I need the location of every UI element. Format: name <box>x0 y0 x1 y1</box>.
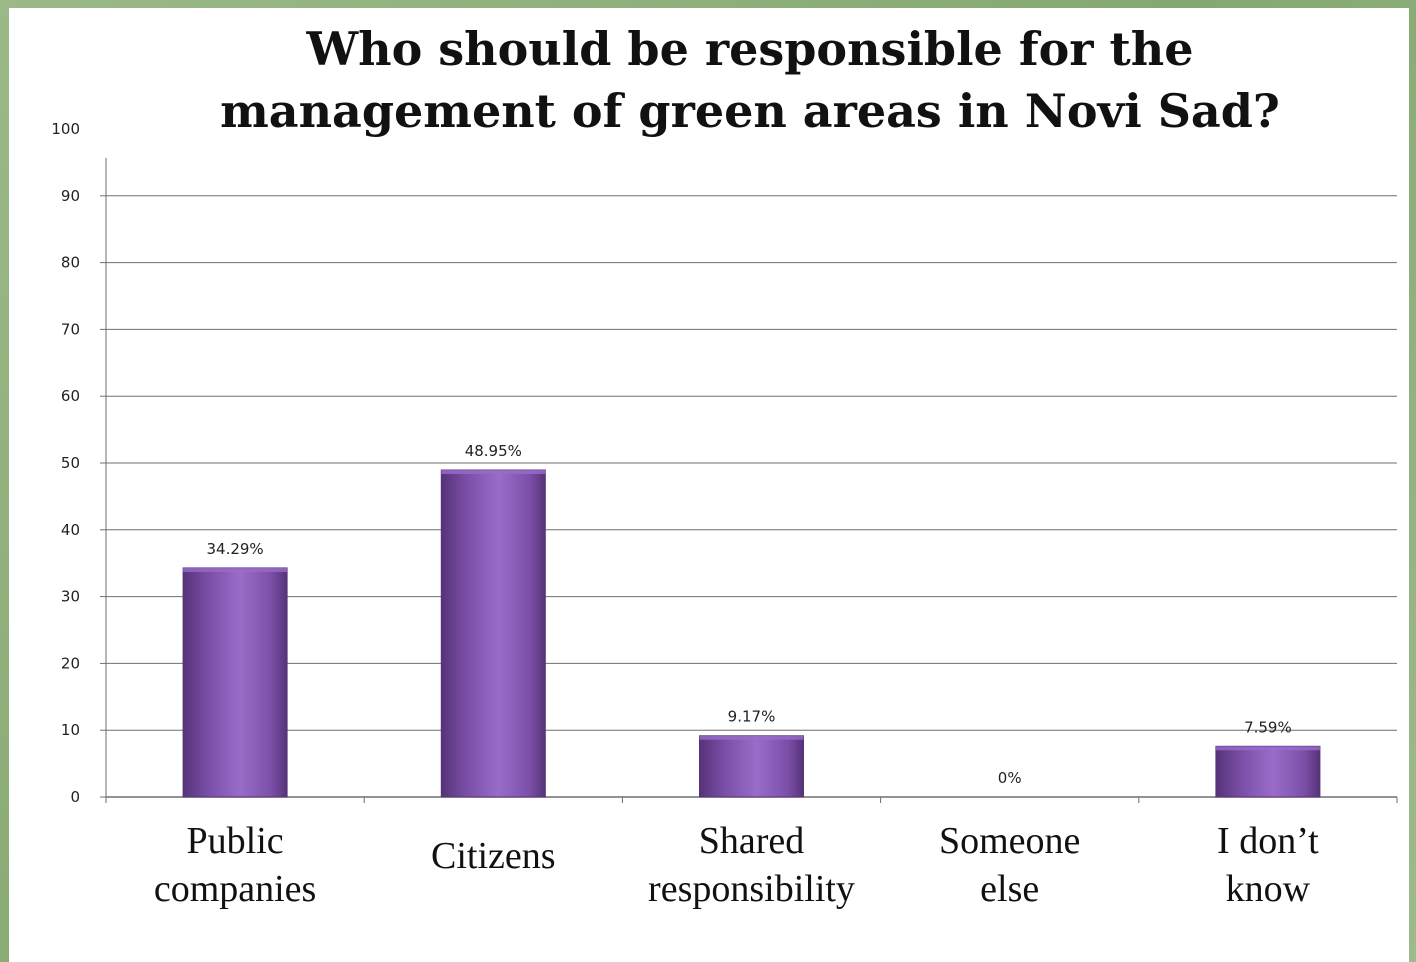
y-tick-label-0: 0 <box>70 788 80 806</box>
bar-cap-4 <box>1215 746 1320 751</box>
chart-title: Who should be responsible for the manage… <box>80 18 1416 142</box>
x-category-label-4-1: know <box>1226 868 1311 910</box>
chart-title-line-2: management of green areas in Novi Sad? <box>220 84 1280 138</box>
bar-cap-0 <box>183 567 288 572</box>
x-category-label-3-0: Someone <box>939 820 1080 862</box>
y-tick-label-10: 10 <box>61 721 80 739</box>
y-tick-label-100: 100 <box>51 120 80 138</box>
y-tick-label-60: 60 <box>61 387 80 405</box>
data-label-3: 0% <box>998 769 1022 787</box>
chart-title-line-1: Who should be responsible for the <box>306 22 1194 76</box>
x-category-label-1-0: Citizens <box>431 835 556 877</box>
y-tick-label-90: 90 <box>61 187 80 205</box>
bar-cap-1 <box>441 470 546 475</box>
y-tick-label-50: 50 <box>61 454 80 472</box>
y-tick-label-70: 70 <box>61 320 80 338</box>
bar-1 <box>440 469 546 798</box>
bar-4 <box>1215 745 1321 798</box>
bar-0 <box>182 567 288 798</box>
x-category-label-2-0: Shared <box>699 820 805 862</box>
data-label-0: 34.29% <box>206 540 263 558</box>
data-label-4: 7.59% <box>1244 718 1292 736</box>
x-category-label-3-1: else <box>980 868 1039 910</box>
bar-2 <box>699 735 804 798</box>
bar-cap-2 <box>699 735 804 740</box>
chart-panel <box>9 8 1409 962</box>
x-category-label-0-1: companies <box>154 868 317 910</box>
y-tick-label-40: 40 <box>61 521 80 539</box>
y-tick-label-80: 80 <box>61 254 80 272</box>
data-label-1: 48.95% <box>465 442 522 460</box>
x-category-label-4-0: I don’t <box>1217 820 1319 862</box>
data-label-2: 9.17% <box>728 708 776 726</box>
x-category-label-0-0: Public <box>187 820 284 862</box>
x-category-label-2-1: responsibility <box>648 868 855 910</box>
y-tick-label-20: 20 <box>61 654 80 672</box>
y-tick-label-30: 30 <box>61 588 80 606</box>
